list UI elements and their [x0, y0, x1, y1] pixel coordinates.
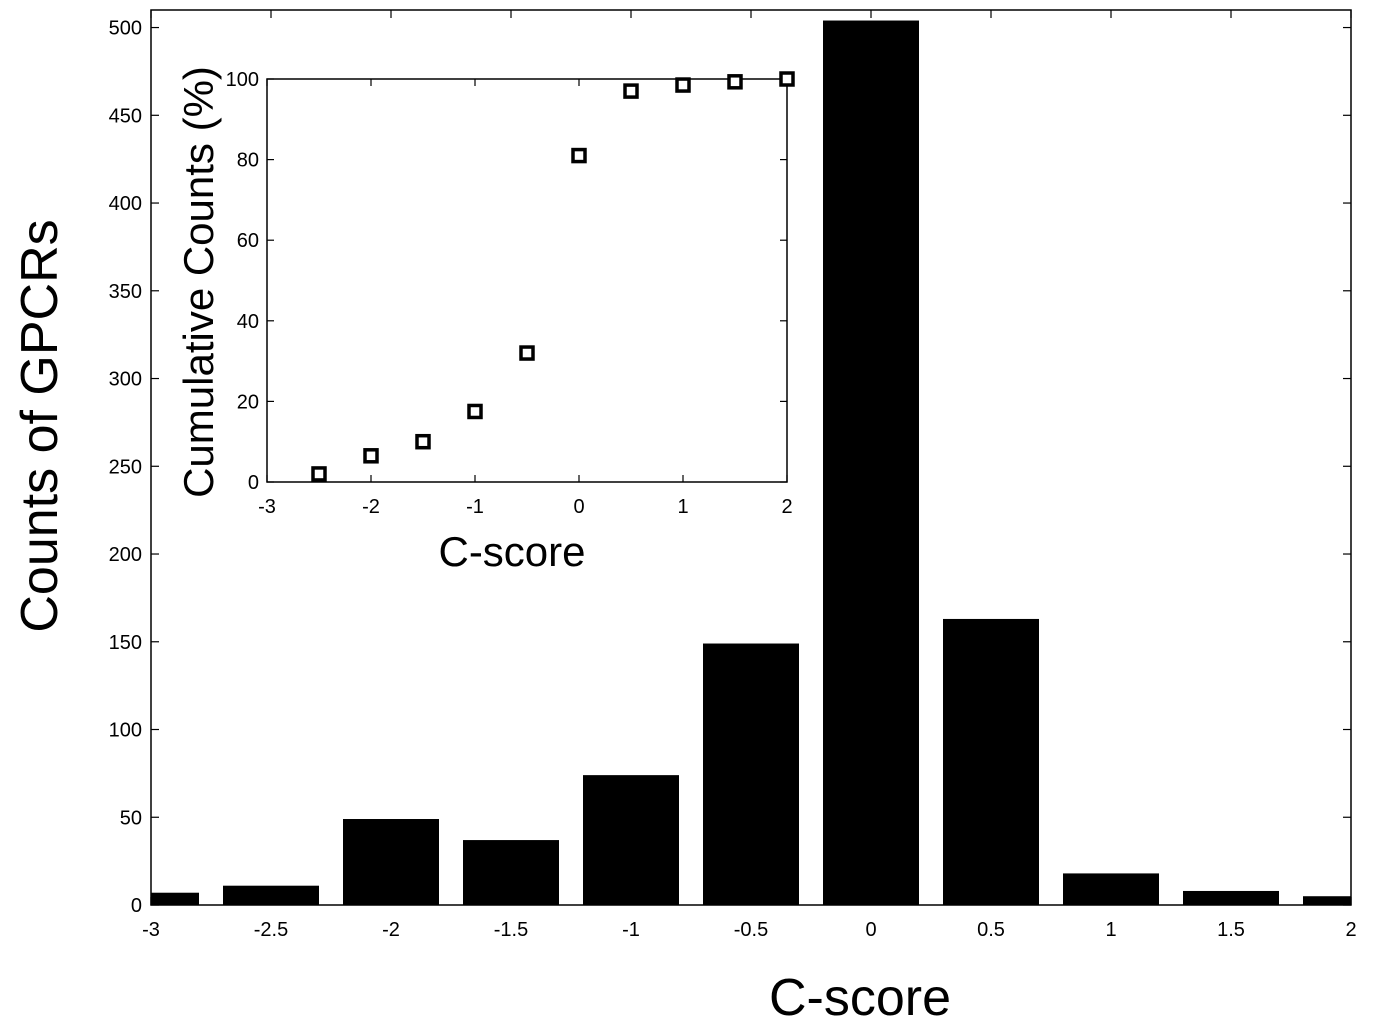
y-tick-label: 50 — [120, 807, 142, 829]
main-ticks: -3 -2.5 -2 -1.5 -1 -0.5 0 0.5 1 1.5 20501001502002… — [109, 10, 1357, 941]
inset-y-tick-label: 40 — [237, 311, 259, 333]
main-y-axis-title: Counts of GPCRs — [11, 219, 69, 632]
x-tick-label: 0.5 — [977, 919, 1005, 941]
bar — [223, 885, 319, 905]
inset-y-tick-label: 80 — [237, 150, 259, 172]
inset-point — [779, 71, 795, 87]
inset-point — [363, 448, 379, 464]
y-tick-label: 350 — [109, 281, 142, 303]
inset-x-tick-label: -3 — [258, 496, 276, 518]
x-tick-label: -2 — [382, 919, 400, 941]
inset-points — [311, 71, 795, 482]
inset-point — [415, 433, 431, 450]
y-tick-label: 150 — [109, 632, 142, 654]
inset-x-axis-title: C-score — [438, 528, 585, 575]
bar — [823, 20, 919, 905]
inset-background — [267, 79, 787, 482]
inset-point — [571, 147, 587, 164]
inset-x-tick-label: -1 — [466, 496, 484, 518]
y-tick-label: 0 — [131, 895, 142, 917]
bar — [703, 643, 799, 905]
x-tick-label: 2 — [1345, 919, 1356, 941]
x-tick-label: -3 — [142, 919, 160, 941]
main-histogram: -3 -2.5 -2 -1.5 -1 -0.5 0 0.5 1 1.5 20501001502002… — [11, 9, 1357, 1026]
inset-plot-frame — [266, 78, 788, 483]
bar — [343, 819, 439, 905]
inset-y-tick-label: 60 — [237, 230, 259, 252]
inset-x-tick-label: 1 — [677, 496, 688, 518]
x-tick-label: -1 — [622, 919, 640, 941]
y-tick-label: 400 — [109, 193, 142, 215]
x-tick-label: -2.5 — [254, 919, 288, 941]
bar — [151, 892, 199, 905]
inset-y-axis-title: Cumulative Counts (%) — [175, 66, 222, 498]
inset-point — [675, 77, 691, 93]
main-x-axis-title: C-score — [769, 969, 951, 1026]
inset-point — [467, 403, 483, 420]
bar — [583, 775, 679, 905]
bar — [1303, 896, 1351, 905]
x-tick-label: 1 — [1105, 919, 1116, 941]
y-tick-label: 300 — [109, 369, 142, 391]
y-tick-label: 500 — [109, 18, 142, 40]
y-tick-label: 100 — [109, 720, 142, 742]
main-bars — [151, 20, 1351, 905]
inset-point — [519, 345, 535, 361]
inset-x-tick-label: 2 — [781, 496, 792, 518]
inset-x-tick-label: -2 — [362, 496, 380, 518]
inset-y-tick-label: 100 — [226, 69, 259, 91]
inset-point — [623, 83, 639, 99]
y-tick-label: 200 — [109, 544, 142, 566]
inset-x-tick-label: 0 — [573, 496, 584, 518]
y-tick-label: 450 — [109, 105, 142, 127]
inset-y-tick-label: 0 — [248, 472, 259, 494]
bar — [943, 618, 1039, 905]
x-tick-label: -0.5 — [734, 919, 768, 941]
inset-point — [727, 74, 743, 90]
x-tick-label: 1.5 — [1217, 919, 1245, 941]
x-tick-label: -1.5 — [494, 919, 528, 941]
y-tick-label: 250 — [109, 456, 142, 478]
x-tick-label: 0 — [865, 919, 876, 941]
bar — [463, 840, 559, 905]
inset-y-tick-label: 20 — [237, 391, 259, 413]
inset-point — [311, 466, 327, 482]
